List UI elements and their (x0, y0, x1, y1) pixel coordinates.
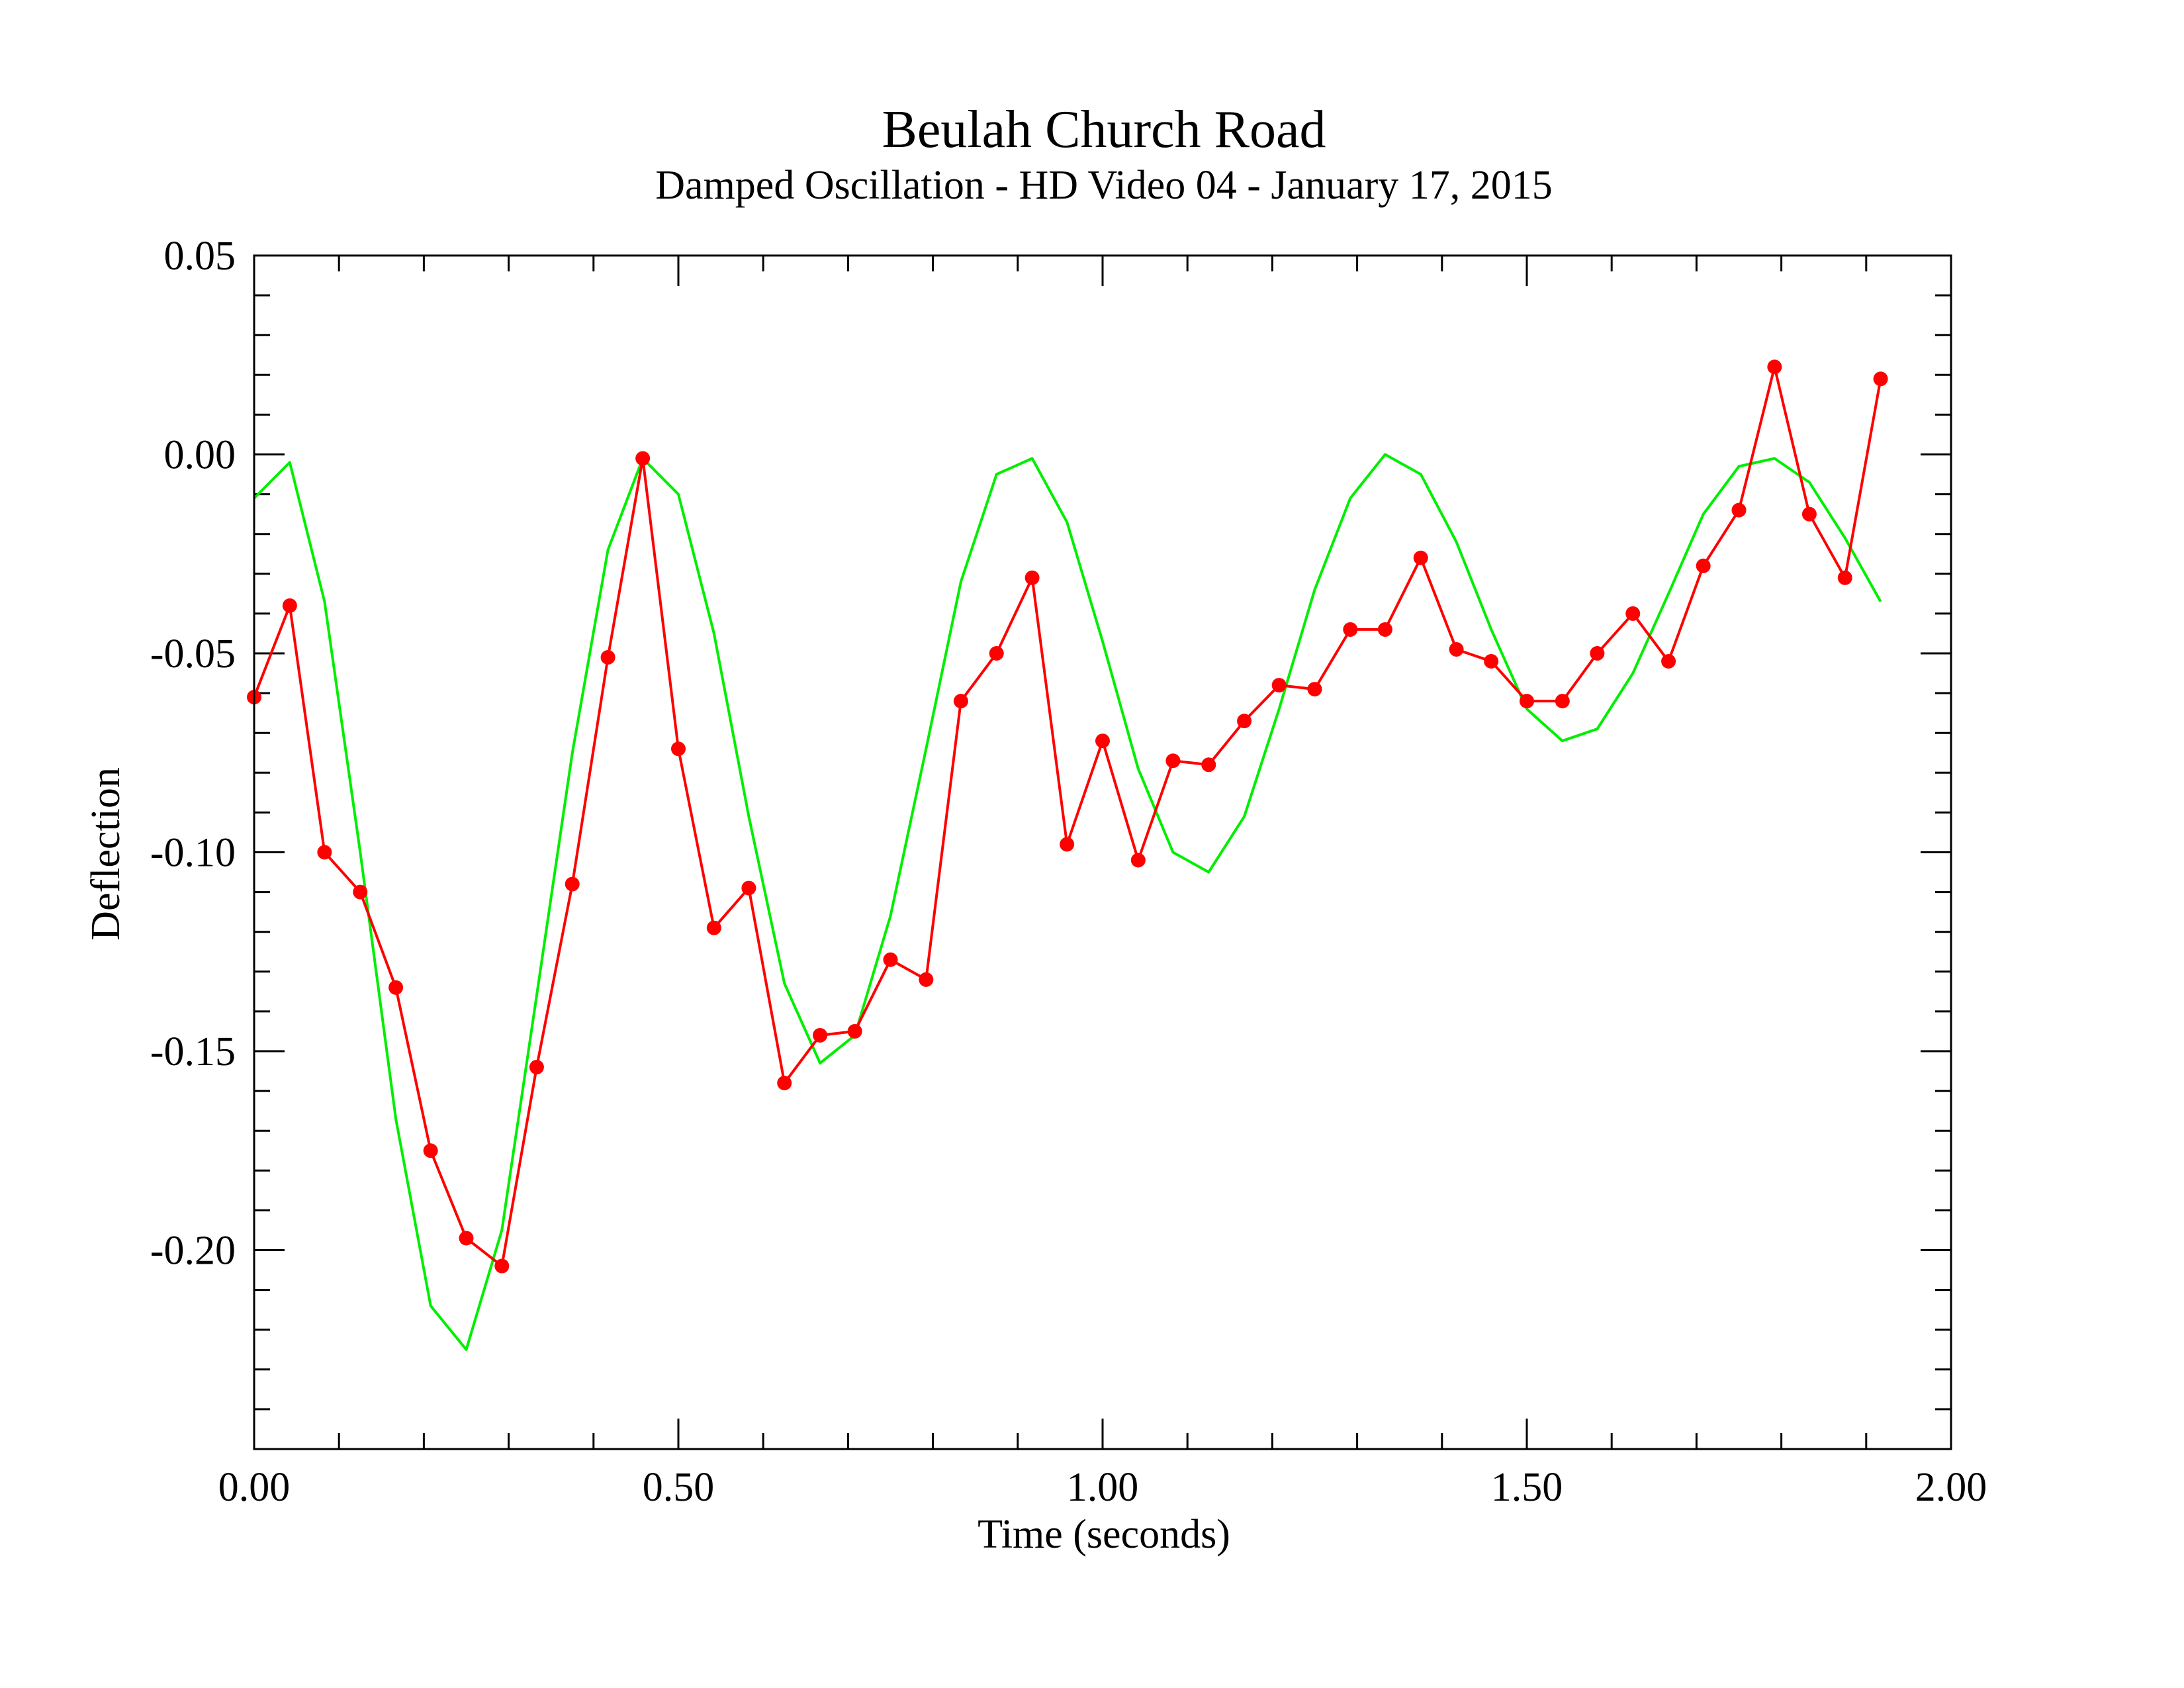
red-series-point (847, 1023, 862, 1039)
chart-title: Beulah Church Road (882, 101, 1326, 159)
red-series-point (1130, 853, 1146, 868)
x-axis: 0.00 0.50 1.00 1.50 2.00 (218, 256, 1987, 1510)
red-series-point (1801, 506, 1817, 522)
x-axis-label: Time (seconds) (978, 1512, 1230, 1557)
y-axis: 0.05 0.00 -0.05 -0.10 -0.15 -0.20 (150, 234, 1951, 1450)
x-tick-label: 1.00 (1067, 1465, 1139, 1510)
red-series-point (494, 1258, 510, 1274)
red-series-point (317, 845, 332, 860)
red-series-point (353, 884, 368, 900)
red-series-point (459, 1231, 474, 1246)
red-series-point (777, 1076, 792, 1091)
y-tick-label: 0.00 (164, 433, 236, 478)
red-series-point (600, 650, 615, 665)
red-series-point (1413, 550, 1428, 565)
red-series-point (1873, 371, 1888, 387)
y-axis-label: Deflection (83, 767, 128, 941)
red-series-point (1590, 646, 1605, 661)
red-series-point (741, 880, 756, 896)
y-tick-label: -0.05 (150, 632, 236, 677)
red-series-point (1449, 641, 1464, 657)
chart-subtitle: Damped Oscillation - HD Video 04 - Janua… (655, 163, 1552, 208)
red-series-point (1696, 558, 1711, 573)
red-series-point (883, 952, 898, 967)
red-series-point (1661, 654, 1676, 669)
x-tick-label: 0.50 (643, 1465, 715, 1510)
y-tick-label: -0.20 (150, 1229, 236, 1274)
green-series-line (253, 453, 1882, 1351)
x-tick-label: 2.00 (1915, 1465, 1987, 1510)
red-series-point (1237, 714, 1252, 729)
red-series-point (565, 876, 580, 892)
red-series-point (919, 972, 934, 987)
red-series-point (1377, 622, 1392, 637)
red-series-point (635, 451, 651, 466)
red-series-point (1837, 570, 1852, 585)
red-series-point (813, 1027, 828, 1043)
red-series-point (1271, 678, 1287, 693)
x-tick-label: 0.00 (218, 1465, 291, 1510)
red-series-point (1484, 654, 1499, 669)
plot-area (247, 359, 1888, 1351)
red-series-point (423, 1143, 438, 1158)
red-series-point (1731, 502, 1747, 518)
red-series-point (529, 1060, 544, 1075)
red-series-point (706, 920, 721, 935)
red-series-point (388, 980, 404, 995)
y-tick-label: -0.15 (150, 1029, 236, 1074)
plot-frame (253, 254, 1952, 1450)
red-series-point (1343, 622, 1358, 637)
x-tick-label: 1.50 (1491, 1465, 1563, 1510)
red-series-point (1201, 757, 1216, 773)
red-series-point (671, 741, 686, 757)
red-series-point (1555, 694, 1570, 709)
red-series-point (1024, 570, 1040, 585)
red-series-point (1095, 733, 1110, 749)
red-series-point (282, 598, 297, 613)
red-series-point (1060, 837, 1075, 852)
red-series-point (989, 646, 1004, 661)
red-series-point (1307, 682, 1322, 697)
red-series-point (1520, 694, 1534, 709)
red-series-point (1767, 359, 1782, 375)
red-series-point (1625, 606, 1641, 621)
y-tick-label: 0.05 (164, 234, 236, 279)
y-tick-label: -0.10 (150, 831, 236, 876)
red-series-point (953, 694, 968, 709)
red-series-point (1165, 753, 1181, 769)
